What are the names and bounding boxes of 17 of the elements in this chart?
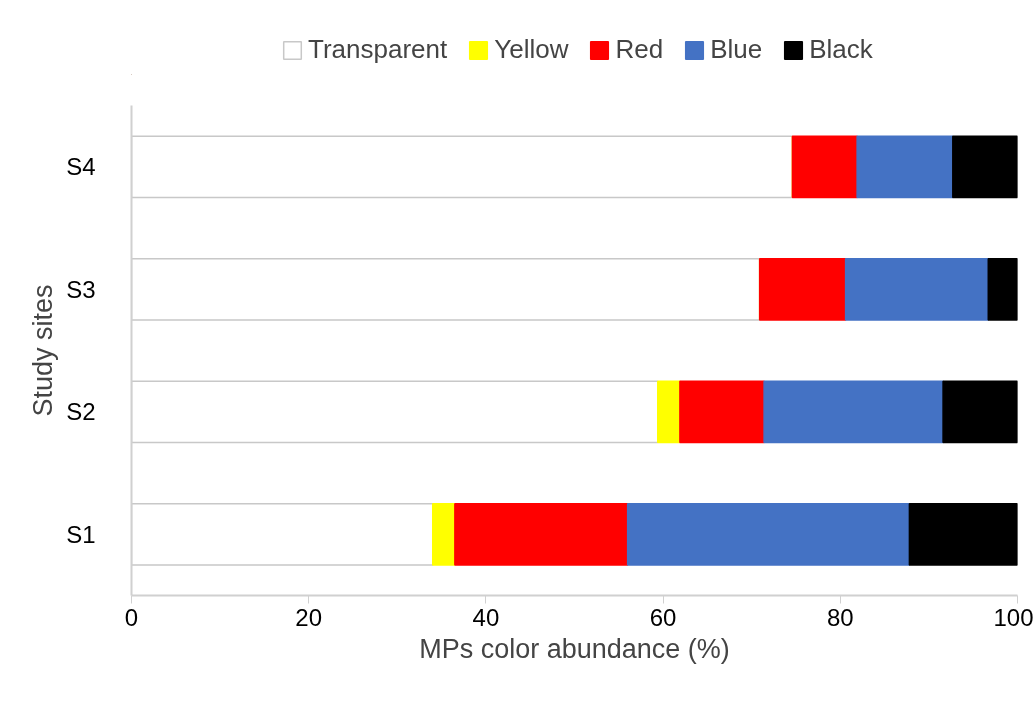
x-tick-label: 80 <box>826 603 854 631</box>
x-tick-label: 100 <box>993 603 1034 631</box>
x-tick-label: 40 <box>472 603 500 631</box>
x-axis-title: MPs color abundance (%) <box>419 633 730 664</box>
legend-label: Yellow <box>494 34 569 65</box>
x-tick-label: 0 <box>124 603 139 631</box>
legend-label: Black <box>809 34 873 65</box>
y-tick-label: S1 <box>66 520 96 548</box>
y-axis-title: Study sites <box>28 284 59 417</box>
y-tick-label: S4 <box>66 153 96 181</box>
legend-label: Blue <box>710 34 763 65</box>
legend-label: Red <box>615 34 664 65</box>
x-tick-label: 20 <box>295 603 323 631</box>
legend-label: Transparent <box>308 34 448 65</box>
y-tick-label: S3 <box>66 275 96 303</box>
x-tick-label: 60 <box>649 603 677 631</box>
y-tick-label: S2 <box>66 398 96 426</box>
